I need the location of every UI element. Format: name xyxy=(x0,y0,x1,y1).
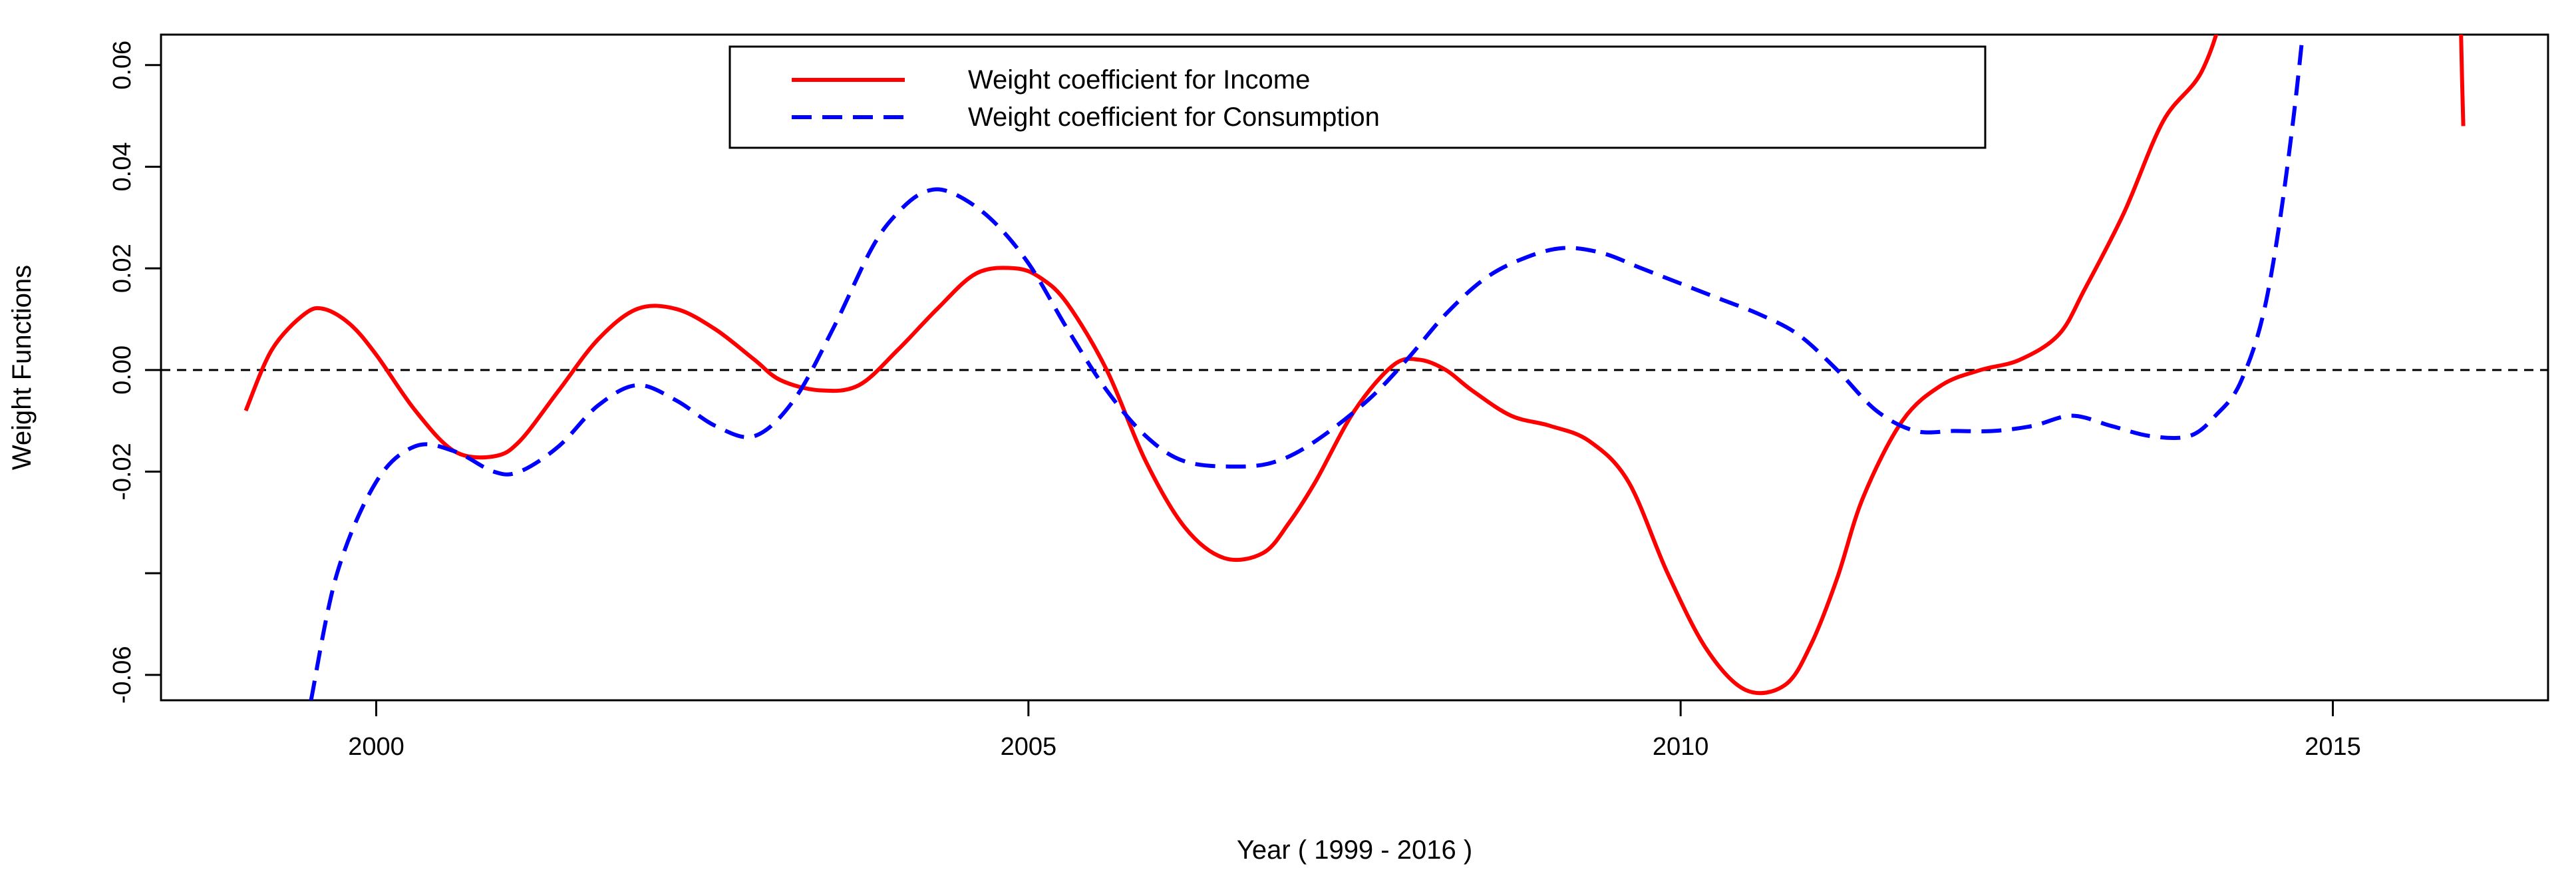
x-tick-label-2010: 2010 xyxy=(1653,733,1709,761)
y-tick-label-4: 0.02 xyxy=(108,244,136,293)
y-tick-label-2: -0.02 xyxy=(108,443,136,501)
y-tick-label-5: 0.04 xyxy=(108,142,136,191)
y-tick-label-6: 0.06 xyxy=(108,41,136,90)
income-edge-segment xyxy=(2459,35,2466,126)
y-tick-label-0: -0.06 xyxy=(108,646,136,704)
legend: Weight coefficient for Income Weight coe… xyxy=(728,45,1987,149)
y-axis-title: Weight Functions xyxy=(7,265,37,470)
legend-label-income: Weight coefficient for Income xyxy=(968,65,1310,95)
legend-label-consumption: Weight coefficient for Consumption xyxy=(968,103,1380,132)
plot-frame xyxy=(160,33,2549,702)
x-tick-label-2015: 2015 xyxy=(2305,733,2361,761)
income-line xyxy=(243,35,2219,696)
x-tick-label-2005: 2005 xyxy=(1001,733,1057,761)
series-group xyxy=(243,35,2466,700)
x-tick-label-2000: 2000 xyxy=(348,733,404,761)
consumption-line xyxy=(309,35,2305,700)
legend-box xyxy=(728,45,1987,149)
x-axis-title: Year ( 1999 - 2016 ) xyxy=(1237,835,1472,865)
x-axis: 2000 2005 2010 2015 xyxy=(348,700,2361,761)
y-axis: -0.06 -0.02 0.00 0.02 0.04 0.06 xyxy=(108,41,161,704)
y-tick-label-3: 0.00 xyxy=(108,345,136,395)
